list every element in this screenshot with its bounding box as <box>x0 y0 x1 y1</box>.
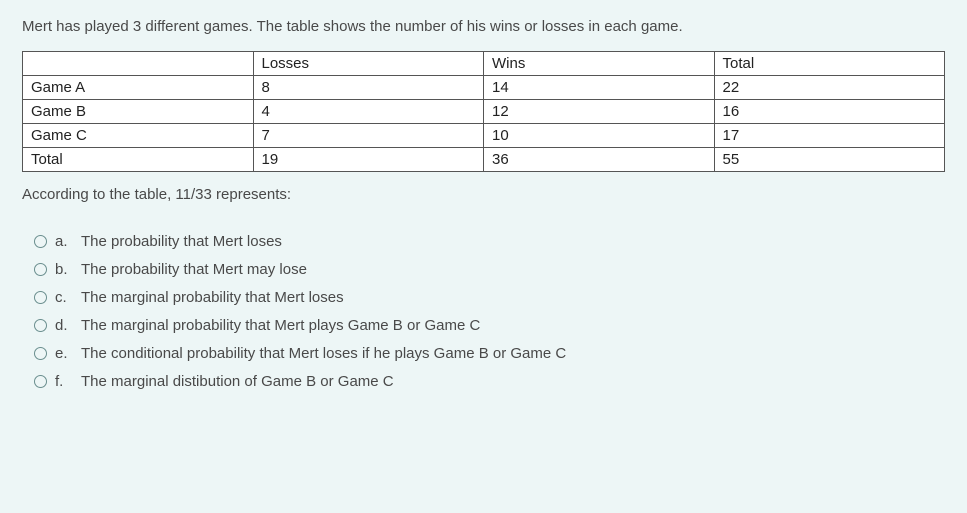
option-b[interactable]: b. The probability that Mert may lose <box>34 261 945 278</box>
option-letter: f. <box>55 373 73 390</box>
radio-icon[interactable] <box>34 291 47 304</box>
cell: 55 <box>714 148 945 172</box>
table-row: Game A 8 14 22 <box>23 76 945 100</box>
option-text: The marginal probability that Mert loses <box>81 289 344 306</box>
col-header: Wins <box>484 52 715 76</box>
cell: 14 <box>484 76 715 100</box>
cell: 4 <box>253 100 484 124</box>
cell: 8 <box>253 76 484 100</box>
cell: 10 <box>484 124 715 148</box>
question-intro: Mert has played 3 different games. The t… <box>22 18 945 35</box>
option-letter: e. <box>55 345 73 362</box>
radio-icon[interactable] <box>34 319 47 332</box>
cell: 7 <box>253 124 484 148</box>
cell: Game B <box>23 100 254 124</box>
option-d[interactable]: d. The marginal probability that Mert pl… <box>34 317 945 334</box>
radio-icon[interactable] <box>34 263 47 276</box>
table-row: Total 19 36 55 <box>23 148 945 172</box>
radio-icon[interactable] <box>34 375 47 388</box>
cell: 22 <box>714 76 945 100</box>
option-letter: b. <box>55 261 73 278</box>
col-header: Total <box>714 52 945 76</box>
col-header <box>23 52 254 76</box>
table-row: Game C 7 10 17 <box>23 124 945 148</box>
data-table: Losses Wins Total Game A 8 14 22 Game B … <box>22 51 945 172</box>
option-text: The marginal probability that Mert plays… <box>81 317 480 334</box>
radio-icon[interactable] <box>34 347 47 360</box>
cell: 17 <box>714 124 945 148</box>
option-a[interactable]: a. The probability that Mert loses <box>34 233 945 250</box>
option-text: The probability that Mert loses <box>81 233 282 250</box>
option-text: The conditional probability that Mert lo… <box>81 345 566 362</box>
cell: Game A <box>23 76 254 100</box>
option-text: The probability that Mert may lose <box>81 261 307 278</box>
option-e[interactable]: e. The conditional probability that Mert… <box>34 345 945 362</box>
cell: Total <box>23 148 254 172</box>
option-c[interactable]: c. The marginal probability that Mert lo… <box>34 289 945 306</box>
option-letter: a. <box>55 233 73 250</box>
col-header: Losses <box>253 52 484 76</box>
data-table-container: Losses Wins Total Game A 8 14 22 Game B … <box>22 51 945 172</box>
cell: 16 <box>714 100 945 124</box>
table-row: Game B 4 12 16 <box>23 100 945 124</box>
option-text: The marginal distibution of Game B or Ga… <box>81 373 394 390</box>
cell: 12 <box>484 100 715 124</box>
radio-icon[interactable] <box>34 235 47 248</box>
sub-question: According to the table, 11/33 represents… <box>22 186 945 203</box>
option-letter: c. <box>55 289 73 306</box>
option-f[interactable]: f. The marginal distibution of Game B or… <box>34 373 945 390</box>
table-header-row: Losses Wins Total <box>23 52 945 76</box>
cell: 36 <box>484 148 715 172</box>
option-letter: d. <box>55 317 73 334</box>
options-list: a. The probability that Mert loses b. Th… <box>22 233 945 390</box>
cell: Game C <box>23 124 254 148</box>
cell: 19 <box>253 148 484 172</box>
